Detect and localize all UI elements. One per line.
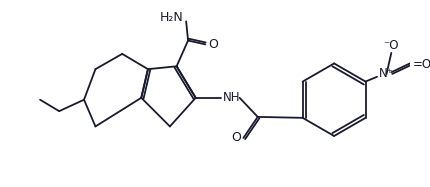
Text: =O: =O: [412, 58, 430, 71]
Text: O: O: [208, 38, 218, 51]
Text: NH: NH: [223, 91, 241, 104]
Text: ⁻O: ⁻O: [384, 39, 399, 52]
Text: N⁺: N⁺: [379, 68, 394, 80]
Text: H₂N: H₂N: [160, 11, 184, 24]
Text: O: O: [231, 131, 241, 144]
